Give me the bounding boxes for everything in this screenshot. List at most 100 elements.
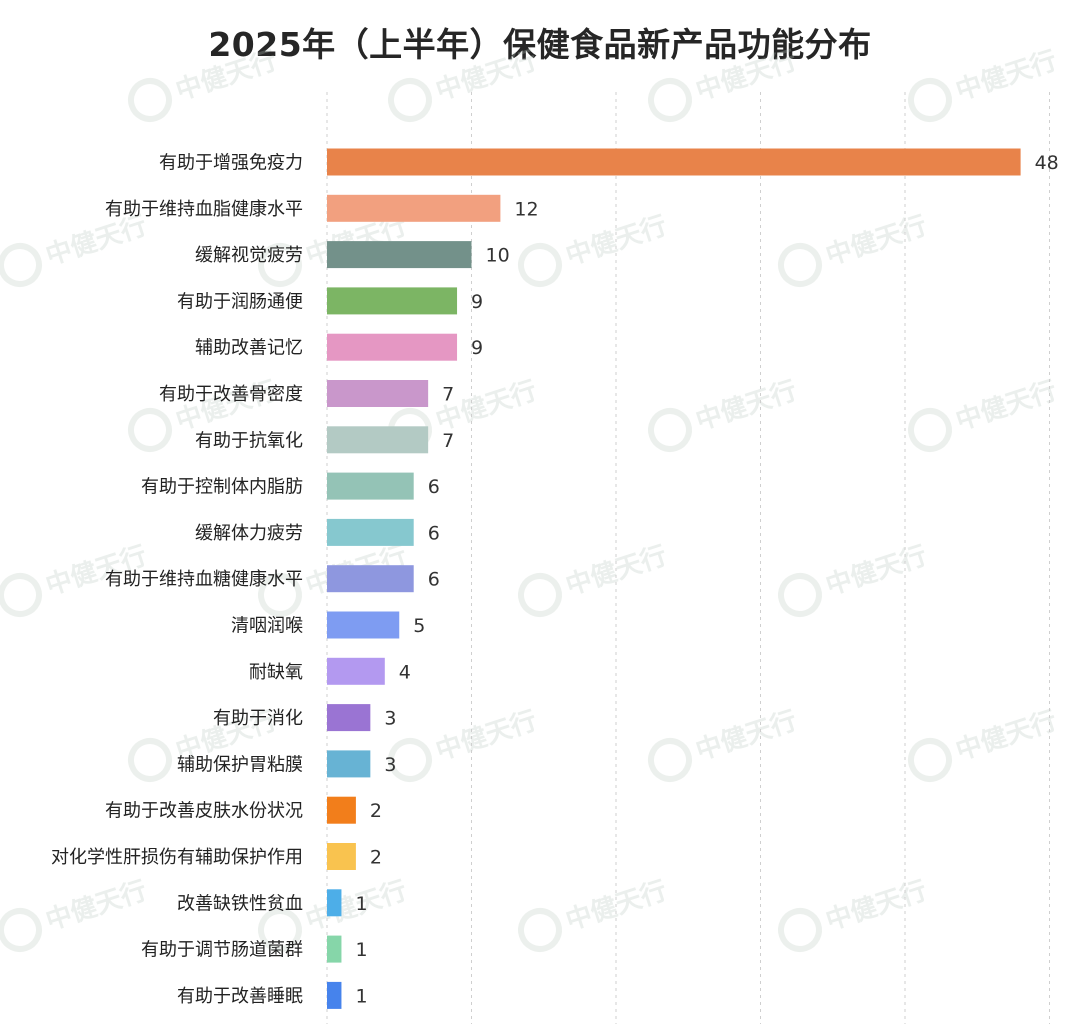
bar [327,981,342,1009]
watermark-ring-icon [0,908,42,952]
watermark-logo: 中健天行 [128,45,281,122]
watermark-ring-icon [0,243,42,287]
watermark-logo: 中健天行 [778,540,931,617]
value-label: 5 [413,615,425,637]
category-label: 有助于调节肠道菌群 [141,940,303,961]
category-label: 有助于消化 [213,708,303,729]
category-label: 缓解视觉疲劳 [195,245,303,266]
bar [327,241,472,269]
watermark-text: 中健天行 [692,45,801,107]
watermark-ring-icon [648,78,692,122]
value-label: 3 [384,754,396,776]
value-labels: 48 12 10 9 9 7 7 6 6 6 5 4 3 3 2 2 1 1 1 [355,152,1058,1007]
category-label: 有助于维持血脂健康水平 [105,199,303,220]
watermark-ring-icon [778,573,822,617]
watermark-text: 中健天行 [952,705,1061,767]
watermark-logo: 中健天行 [908,375,1061,452]
watermark-ring-icon [388,78,432,122]
bar [327,796,356,824]
grid-lines [326,92,1050,1024]
category-label: 对化学性肝损伤有辅助保护作用 [51,847,303,868]
category-label: 缓解体力疲劳 [195,523,303,544]
watermark-ring-icon [648,738,692,782]
watermark-logo: 中健天行 [648,45,801,122]
watermark-text: 中健天行 [692,375,801,437]
value-label: 1 [355,985,367,1007]
watermark-logo: 中健天行 [908,45,1061,122]
bar [327,518,414,546]
category-label: 清咽润喉 [231,616,303,637]
watermark-ring-icon [518,908,562,952]
bar [327,426,429,454]
watermark-text: 中健天行 [952,45,1061,107]
value-label: 9 [471,291,483,313]
bar [327,565,414,593]
bar [327,148,1021,176]
category-label: 耐缺氧 [249,662,303,683]
watermark-logo: 中健天行 [778,875,930,952]
chart-title: 2025年（上半年）保健食品新产品功能分布 [208,25,872,64]
watermark-ring-icon [908,78,952,122]
watermark-ring-icon [648,408,692,452]
watermark-ring-icon [908,738,952,782]
category-label: 有助于改善骨密度 [159,384,303,405]
watermark-ring-icon [258,243,302,287]
watermark-ring-icon [128,78,172,122]
watermark-text: 中健天行 [822,210,931,272]
category-label: 改善缺铁性贫血 [177,893,303,914]
watermark-logo: 中健天行 [648,705,801,782]
value-label: 48 [1035,152,1059,174]
value-label: 7 [442,384,454,406]
watermark-text: 中健天行 [692,705,801,767]
value-label: 6 [428,476,440,498]
category-label: 有助于润肠通便 [177,291,303,312]
category-label: 有助于维持血糖健康水平 [105,569,303,590]
bar [327,380,429,407]
watermark-logo: 中健天行 [778,210,931,287]
watermark-ring-icon [778,243,822,287]
value-label: 2 [370,847,382,869]
category-label: 有助于改善睡眠 [177,986,303,1007]
bar [327,194,501,222]
watermark-ring-icon [908,408,952,452]
bar [327,843,356,870]
watermark-logo: 中健天行 [518,875,670,952]
watermark-text: 中健天行 [42,875,151,937]
watermark-ring-icon [518,243,562,287]
category-label: 有助于改善皮肤水份状况 [105,801,303,822]
value-label: 3 [384,708,396,730]
watermark-logo: 中健天行 [0,875,151,952]
watermark-logo: 中健天行 [908,705,1061,782]
watermark-logo: 中健天行 [648,375,801,452]
category-label: 辅助保护胃粘膜 [177,754,303,775]
value-label: 1 [355,939,367,961]
bar [327,935,342,963]
value-label: 10 [486,245,510,267]
watermark-ring-icon [0,573,42,617]
watermark-ring-icon [128,408,172,452]
value-label: 6 [428,522,440,544]
bar [327,472,414,500]
watermark-ring-icon [258,908,302,952]
bar [327,704,371,732]
bar [327,287,458,315]
value-label: 12 [514,198,538,220]
bar [327,750,371,778]
watermark-logo: 中健天行 [518,210,670,287]
watermark-ring-icon [388,738,432,782]
watermark-text: 中健天行 [822,540,931,602]
value-label: 4 [399,661,411,683]
watermark-ring-icon [128,738,172,782]
watermark-logo: 中健天行 [388,705,541,782]
category-labels: 有助于增强免疫力有助于维持血脂健康水平缓解视觉疲劳有助于润肠通便辅助改善记忆有助… [51,153,303,1007]
watermark-text: 中健天行 [432,45,541,107]
bar [327,611,400,639]
category-label: 有助于增强免疫力 [159,153,303,174]
watermark-text: 中健天行 [432,705,541,767]
watermark-text: 中健天行 [952,375,1061,437]
bar [327,333,458,361]
watermark-ring-icon [518,573,562,617]
watermark-text: 中健天行 [172,45,281,107]
value-label: 9 [471,337,483,359]
